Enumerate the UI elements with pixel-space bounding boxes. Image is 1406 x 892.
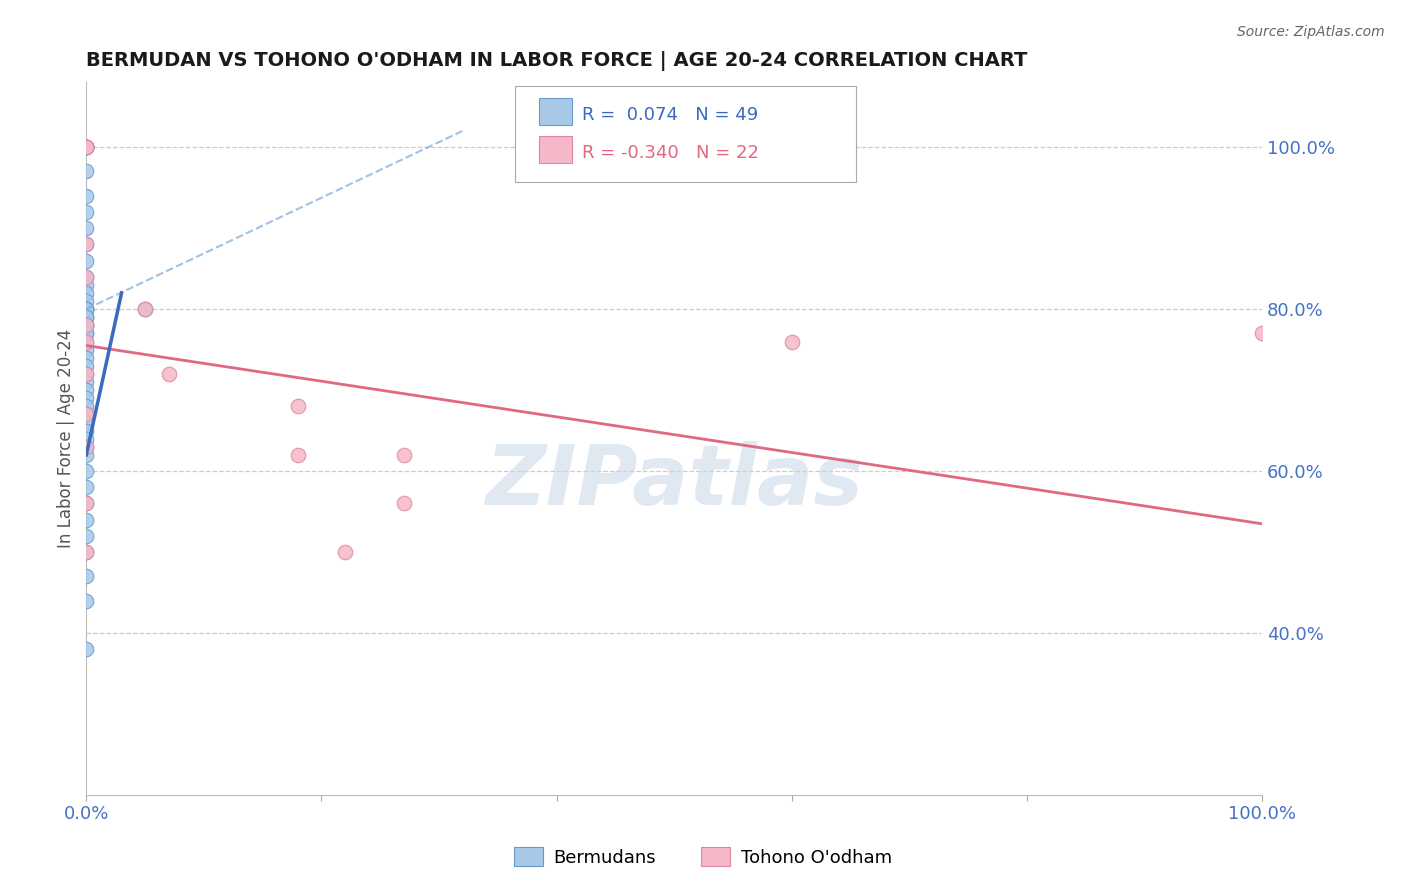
Point bbox=[75, 367, 97, 381]
Point bbox=[75, 140, 97, 154]
Point bbox=[75, 302, 97, 317]
Point bbox=[75, 408, 97, 422]
Point bbox=[75, 593, 97, 607]
Point bbox=[75, 140, 97, 154]
Point bbox=[75, 310, 97, 325]
Point bbox=[75, 416, 97, 430]
Point bbox=[75, 326, 97, 341]
Point bbox=[287, 400, 309, 414]
Point bbox=[75, 375, 97, 389]
Point bbox=[75, 285, 97, 300]
Point bbox=[75, 237, 97, 252]
Point bbox=[75, 513, 97, 527]
Text: R =  0.074   N = 49: R = 0.074 N = 49 bbox=[582, 106, 759, 124]
Y-axis label: In Labor Force | Age 20-24: In Labor Force | Age 20-24 bbox=[58, 329, 75, 549]
Point bbox=[75, 367, 97, 381]
Point bbox=[75, 310, 97, 325]
Point bbox=[1251, 326, 1274, 341]
FancyBboxPatch shape bbox=[516, 86, 856, 182]
Point bbox=[134, 302, 156, 317]
Point bbox=[75, 140, 97, 154]
Text: BERMUDAN VS TOHONO O'ODHAM IN LABOR FORCE | AGE 20-24 CORRELATION CHART: BERMUDAN VS TOHONO O'ODHAM IN LABOR FORC… bbox=[86, 51, 1028, 70]
Point bbox=[75, 408, 97, 422]
Point bbox=[75, 269, 97, 284]
Point bbox=[75, 464, 97, 478]
Point bbox=[75, 318, 97, 333]
Point bbox=[75, 140, 97, 154]
Point bbox=[75, 277, 97, 292]
Point bbox=[75, 140, 97, 154]
Point bbox=[134, 302, 156, 317]
FancyBboxPatch shape bbox=[538, 136, 572, 163]
Point bbox=[75, 424, 97, 438]
Point bbox=[75, 140, 97, 154]
Point bbox=[75, 253, 97, 268]
Point bbox=[392, 496, 415, 510]
Point bbox=[75, 359, 97, 373]
Point bbox=[392, 448, 415, 462]
Point bbox=[75, 302, 97, 317]
Point bbox=[75, 140, 97, 154]
Text: ZIPatlas: ZIPatlas bbox=[485, 441, 863, 522]
Point bbox=[75, 545, 97, 559]
Point bbox=[75, 383, 97, 397]
Point bbox=[75, 269, 97, 284]
Point bbox=[333, 545, 356, 559]
Text: Source: ZipAtlas.com: Source: ZipAtlas.com bbox=[1237, 25, 1385, 39]
Point bbox=[75, 164, 97, 178]
Point bbox=[75, 448, 97, 462]
Point bbox=[287, 448, 309, 462]
Point bbox=[75, 237, 97, 252]
Point bbox=[75, 293, 97, 308]
Point bbox=[75, 529, 97, 543]
FancyBboxPatch shape bbox=[538, 98, 572, 125]
Point bbox=[75, 496, 97, 510]
Point bbox=[75, 391, 97, 405]
Point bbox=[75, 642, 97, 657]
Point bbox=[75, 569, 97, 583]
Point bbox=[75, 545, 97, 559]
Point bbox=[75, 432, 97, 446]
Point bbox=[75, 480, 97, 494]
Point bbox=[157, 367, 180, 381]
Text: R = -0.340   N = 22: R = -0.340 N = 22 bbox=[582, 145, 759, 162]
Point bbox=[75, 334, 97, 349]
Point bbox=[75, 221, 97, 235]
Point bbox=[75, 334, 97, 349]
Point bbox=[75, 188, 97, 202]
Point bbox=[780, 334, 803, 349]
Point bbox=[75, 326, 97, 341]
Legend: Bermudans, Tohono O'odham: Bermudans, Tohono O'odham bbox=[506, 840, 900, 874]
Point bbox=[75, 343, 97, 357]
Point bbox=[75, 205, 97, 219]
Point bbox=[75, 318, 97, 333]
Point bbox=[75, 302, 97, 317]
Point bbox=[75, 496, 97, 510]
Point bbox=[75, 440, 97, 454]
Point bbox=[75, 318, 97, 333]
Point bbox=[75, 400, 97, 414]
Point bbox=[75, 351, 97, 365]
Point bbox=[75, 140, 97, 154]
Point bbox=[75, 440, 97, 454]
Point bbox=[75, 140, 97, 154]
